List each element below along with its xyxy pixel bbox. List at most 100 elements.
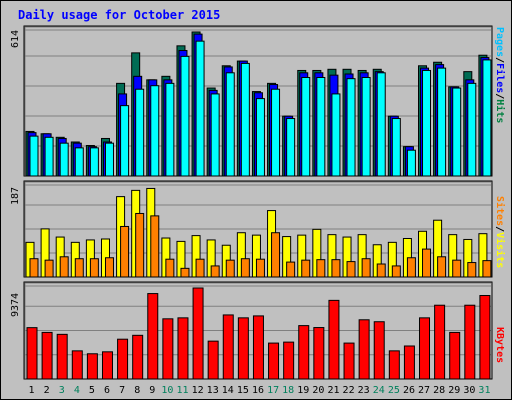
day-tick-label: 19 bbox=[297, 385, 309, 396]
sites-bar bbox=[165, 258, 175, 278]
kbytes-ymax-label: 9374 bbox=[10, 292, 21, 317]
sites-bar bbox=[59, 256, 69, 278]
kbytes-bar bbox=[434, 304, 446, 380]
kbytes-panel-legend: KBytes bbox=[494, 327, 505, 363]
pages-bar bbox=[74, 147, 84, 177]
kbytes-bar bbox=[283, 341, 295, 380]
day-tick-label: 2 bbox=[44, 385, 50, 396]
sites-bar bbox=[331, 259, 341, 278]
day-tick-label: 25 bbox=[388, 385, 400, 396]
sites-bar bbox=[150, 215, 160, 278]
day-tick-label: 21 bbox=[327, 385, 339, 396]
pages-bar bbox=[406, 149, 416, 177]
pages-bar bbox=[59, 142, 69, 177]
kbytes-bar bbox=[101, 351, 113, 380]
day-tick-label: 16 bbox=[252, 385, 264, 396]
sites-bar bbox=[135, 212, 145, 278]
sites-bar bbox=[180, 267, 190, 278]
sites-bar bbox=[376, 263, 386, 278]
day-tick-label: 20 bbox=[312, 385, 324, 396]
kbytes-bar bbox=[26, 327, 38, 380]
pages-bar bbox=[29, 135, 39, 177]
kbytes-bar bbox=[298, 325, 310, 380]
sites-bar bbox=[255, 258, 265, 278]
pages-bar bbox=[89, 147, 99, 177]
day-tick-label: 4 bbox=[74, 385, 80, 396]
kbytes-bar bbox=[268, 342, 280, 380]
kbytes-bar bbox=[328, 299, 340, 380]
kbytes-bar bbox=[343, 342, 355, 380]
pages-bar bbox=[361, 76, 371, 177]
chart-title: Daily usage for October 2015 bbox=[18, 8, 221, 22]
kbytes-bar bbox=[449, 331, 461, 380]
pages-bar bbox=[180, 55, 190, 177]
sites-bar bbox=[271, 232, 281, 278]
sites-bar bbox=[195, 258, 205, 278]
legend-sites: Sites bbox=[494, 196, 505, 227]
pages-bar bbox=[255, 98, 265, 177]
pages-bar bbox=[195, 40, 205, 177]
sites-bar bbox=[467, 262, 477, 278]
sites-bar bbox=[316, 259, 326, 278]
kbytes-bar bbox=[403, 345, 415, 380]
pages-bar bbox=[437, 67, 447, 177]
hits-ymax-label: 614 bbox=[10, 29, 21, 48]
sites-bar bbox=[391, 265, 401, 278]
legend-visits: Visits bbox=[494, 232, 505, 269]
kbytes-bar bbox=[207, 340, 219, 380]
day-tick-label: 27 bbox=[418, 385, 430, 396]
kbytes-bar bbox=[479, 295, 491, 380]
day-tick-label: 29 bbox=[448, 385, 460, 396]
sites-bar bbox=[346, 261, 356, 278]
day-tick-label: 15 bbox=[237, 385, 249, 396]
legend-kbytes: KBytes bbox=[494, 327, 505, 364]
sites-bar bbox=[406, 257, 416, 278]
sites-bar bbox=[210, 265, 220, 278]
sites-bar bbox=[240, 258, 250, 278]
kbytes-bar bbox=[117, 338, 129, 380]
pages-bar bbox=[210, 93, 220, 177]
kbytes-bar bbox=[388, 350, 400, 380]
pages-bar bbox=[225, 72, 235, 177]
pages-bar bbox=[286, 118, 296, 177]
pages-bar bbox=[482, 59, 492, 177]
sites-bar bbox=[301, 259, 311, 278]
pages-bar bbox=[391, 118, 401, 177]
sites-bar bbox=[437, 256, 447, 278]
pages-bar bbox=[316, 76, 326, 177]
day-tick-label: 23 bbox=[358, 385, 370, 396]
sites-bar bbox=[225, 259, 235, 278]
legend-pages: Pages bbox=[494, 27, 505, 58]
visits-ymax-label: 187 bbox=[10, 186, 21, 205]
day-tick-label: 11 bbox=[176, 385, 188, 396]
sites-bar bbox=[44, 259, 54, 278]
pages-bar bbox=[120, 105, 130, 177]
sites-bar bbox=[286, 261, 296, 278]
day-tick-label: 10 bbox=[161, 385, 173, 396]
day-tick-label: 9 bbox=[149, 385, 155, 396]
day-tick-label: 24 bbox=[373, 385, 385, 396]
day-tick-label: 6 bbox=[104, 385, 110, 396]
day-tick-label: 3 bbox=[59, 385, 65, 396]
pages-bar bbox=[150, 85, 160, 177]
pages-bar bbox=[376, 72, 386, 177]
visits-panel-legend: Sites/Visits bbox=[494, 196, 505, 268]
pages-bar bbox=[104, 142, 114, 177]
day-tick-label: 7 bbox=[119, 385, 125, 396]
pages-bar bbox=[422, 69, 432, 177]
kbytes-bar bbox=[419, 317, 431, 380]
day-tick-label: 31 bbox=[478, 385, 490, 396]
day-tick-label: 28 bbox=[433, 385, 445, 396]
kbytes-bar bbox=[147, 293, 159, 380]
day-tick-label: 13 bbox=[207, 385, 219, 396]
kbytes-bar bbox=[373, 321, 385, 380]
sites-bar bbox=[361, 258, 371, 278]
kbytes-bar bbox=[132, 334, 144, 380]
pages-bar bbox=[240, 62, 250, 177]
pages-bar bbox=[467, 82, 477, 177]
sites-bar bbox=[120, 225, 130, 278]
kbytes-bar bbox=[56, 333, 68, 380]
pages-bar bbox=[271, 88, 281, 177]
pages-bar bbox=[331, 93, 341, 177]
